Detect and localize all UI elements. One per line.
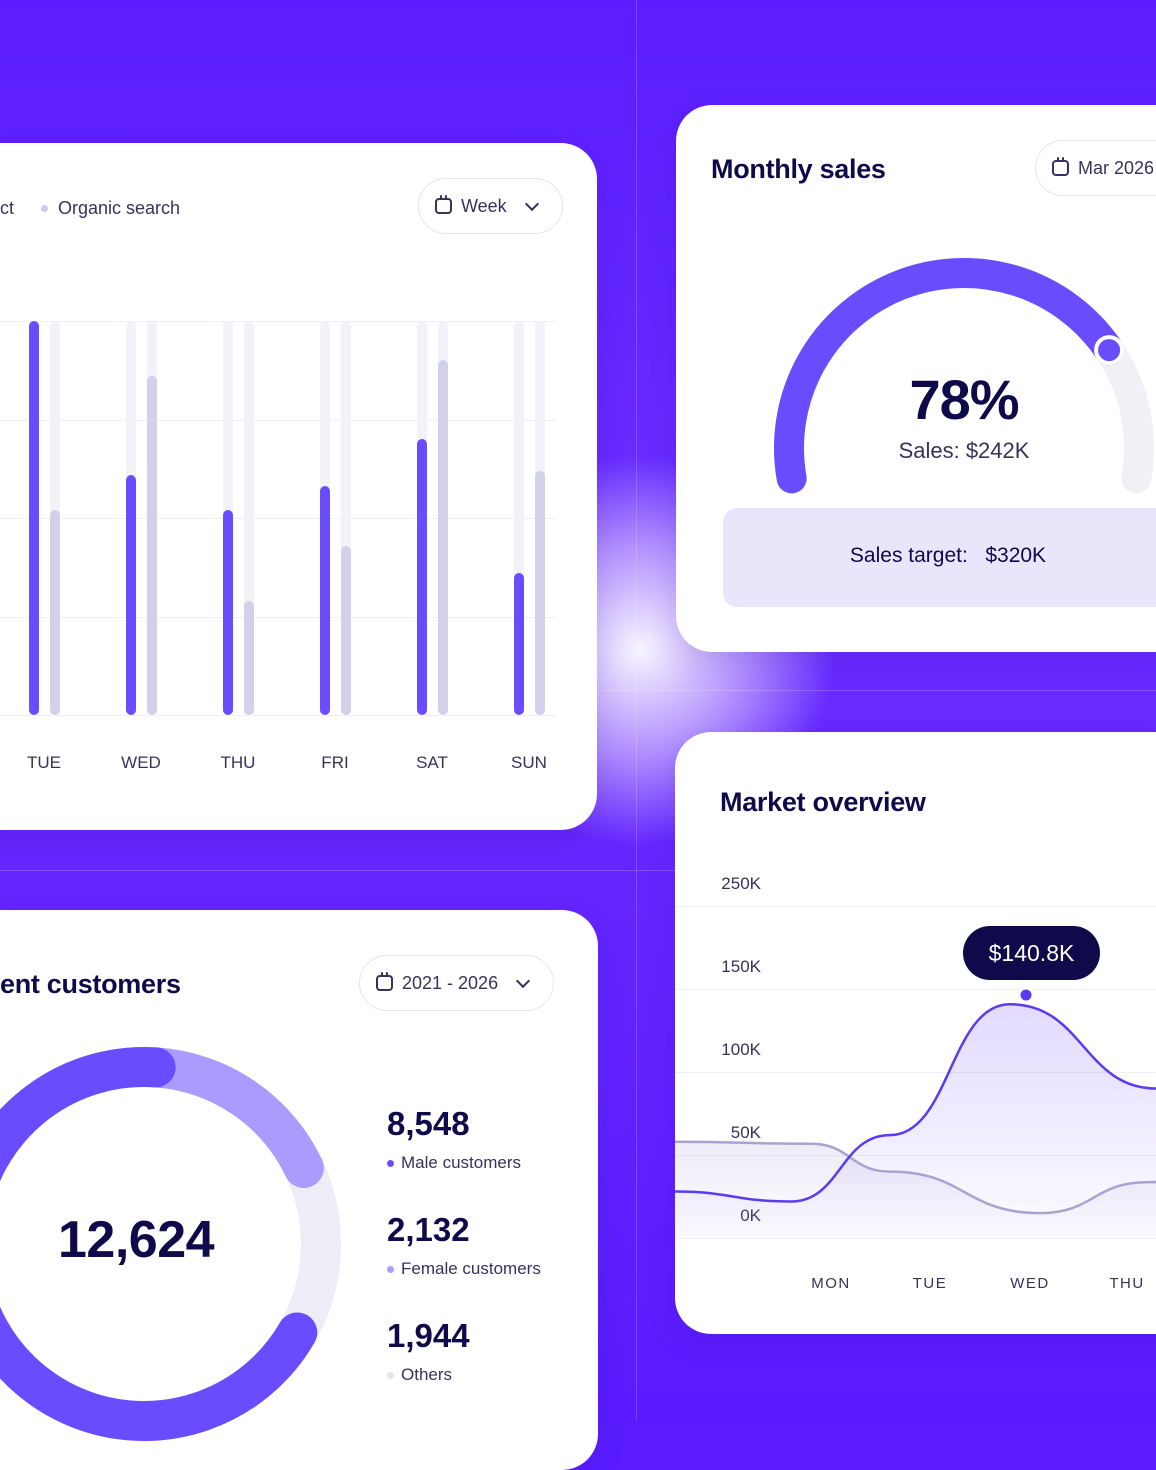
chart-gridline bbox=[675, 1072, 1156, 1073]
gauge-sales-value: Sales: $242K bbox=[898, 438, 1030, 463]
chart-gridline bbox=[0, 420, 557, 421]
calendar-icon bbox=[1052, 157, 1069, 176]
week-filter-dropdown[interactable]: Week bbox=[418, 178, 563, 234]
series-area-fill bbox=[675, 1004, 1156, 1238]
stat-label: Female customers bbox=[387, 1259, 541, 1279]
week-filter-label: Week bbox=[461, 195, 507, 216]
sales-target-text: Sales target: $320K bbox=[676, 544, 1156, 568]
market-area-chart bbox=[675, 986, 1156, 1238]
stat-value: 2,132 bbox=[387, 1211, 470, 1248]
month-filter-dropdown[interactable]: Mar 2026 bbox=[1035, 140, 1156, 196]
x-axis-label: TUE bbox=[27, 753, 61, 772]
bar bbox=[147, 376, 157, 715]
series-line-secondary bbox=[675, 1140, 1156, 1215]
background-grid-line bbox=[636, 0, 637, 1420]
chevron-down-icon bbox=[524, 196, 539, 211]
bar bbox=[126, 474, 136, 715]
calendar-icon bbox=[435, 195, 452, 214]
chevron-down-icon bbox=[516, 973, 531, 988]
chart-gridline bbox=[675, 906, 1156, 907]
bar bbox=[341, 545, 351, 715]
x-axis-label: WED bbox=[121, 753, 161, 772]
chart-gridline bbox=[0, 617, 557, 618]
y-axis-label: 150K bbox=[721, 957, 761, 976]
customers-card: ent customers 2021 - 2026 12,624 8,548 M… bbox=[0, 910, 598, 1470]
year-range-dropdown[interactable]: 2021 - 2026 bbox=[359, 955, 554, 1011]
bar bbox=[223, 510, 233, 715]
legend-item: Organic search bbox=[41, 198, 180, 219]
x-axis-label: FRI bbox=[321, 753, 349, 772]
bar-track bbox=[244, 321, 254, 715]
y-axis-label: 50K bbox=[730, 1123, 761, 1142]
traffic-card: ct Organic search Week TUE WED THU FRI SAT SU… bbox=[0, 143, 597, 830]
month-filter-label: Mar 2026 bbox=[1078, 157, 1155, 178]
year-range-label: 2021 - 2026 bbox=[402, 972, 499, 993]
sales-gauge bbox=[774, 258, 1154, 494]
x-axis-label: TUE bbox=[912, 1275, 948, 1292]
stat-label-text: Others bbox=[401, 1365, 453, 1384]
bar bbox=[514, 573, 524, 715]
x-axis-label: THU bbox=[220, 753, 256, 772]
card-title: Monthly sales bbox=[711, 154, 886, 184]
legend-dot bbox=[387, 1371, 394, 1379]
bar bbox=[417, 439, 427, 715]
gauge-percent: 78% bbox=[909, 368, 1019, 431]
card-title: ent customers bbox=[0, 969, 181, 999]
donut-segment bbox=[277, 1147, 341, 1353]
chart-gridline bbox=[0, 518, 557, 519]
stat-label: Male customers bbox=[387, 1153, 521, 1173]
gauge-knob bbox=[1094, 335, 1125, 366]
value-tooltip: $140.8K bbox=[963, 926, 1100, 980]
background-grid-line bbox=[0, 870, 1156, 871]
bar-track bbox=[341, 321, 351, 715]
chart-gridline bbox=[675, 1238, 1156, 1239]
legend-item: ct bbox=[0, 198, 14, 219]
x-axis-label: SAT bbox=[416, 753, 448, 772]
bar-track bbox=[514, 321, 524, 715]
card-title: Market overview bbox=[720, 787, 926, 817]
customers-total: 12,624 bbox=[58, 1211, 215, 1269]
bar bbox=[320, 486, 330, 715]
bar bbox=[244, 600, 254, 715]
bar bbox=[535, 470, 545, 715]
series-line-primary bbox=[675, 1003, 1156, 1203]
legend-dot bbox=[41, 205, 48, 212]
x-axis-label: MON bbox=[811, 1275, 851, 1292]
stat-value: 8,548 bbox=[387, 1105, 470, 1142]
peak-point bbox=[1017, 986, 1035, 1004]
stat-value: 1,944 bbox=[387, 1317, 470, 1354]
gauge-fill bbox=[774, 258, 1125, 494]
calendar-icon bbox=[376, 972, 393, 991]
bar bbox=[438, 360, 448, 715]
chart-gridline bbox=[0, 715, 557, 716]
legend-dot bbox=[387, 1159, 394, 1167]
bar bbox=[29, 321, 39, 715]
legend-label: ct bbox=[0, 198, 15, 218]
x-axis-label: SUN bbox=[511, 753, 547, 772]
sales-target-label: Sales target: bbox=[849, 544, 968, 567]
sales-target-value: $320K bbox=[985, 544, 1047, 567]
donut-segment bbox=[0, 1047, 318, 1441]
bar bbox=[50, 510, 60, 715]
market-overview-card: Market overview 250K 150K 100K 50K 0K $1… bbox=[675, 732, 1156, 1334]
y-axis-label: 100K bbox=[721, 1040, 761, 1059]
customers-donut bbox=[0, 1047, 341, 1441]
y-axis-label: 250K bbox=[721, 874, 761, 893]
chart-gridline bbox=[675, 989, 1156, 990]
stat-label-text: Male customers bbox=[401, 1153, 521, 1172]
stat-label-text: Female customers bbox=[401, 1259, 541, 1278]
chart-gridline bbox=[0, 321, 557, 322]
donut-segment bbox=[135, 1047, 324, 1188]
sales-target-box: Sales target: $320K bbox=[723, 508, 1156, 607]
x-axis-label: THU bbox=[1109, 1275, 1145, 1292]
legend-label: Organic search bbox=[58, 198, 181, 218]
legend-dot bbox=[387, 1265, 394, 1273]
stat-label: Others bbox=[387, 1365, 452, 1385]
x-axis-label: WED bbox=[1010, 1275, 1050, 1292]
monthly-sales-card: Monthly sales Mar 2026 78% Sales: $242K … bbox=[676, 105, 1156, 652]
